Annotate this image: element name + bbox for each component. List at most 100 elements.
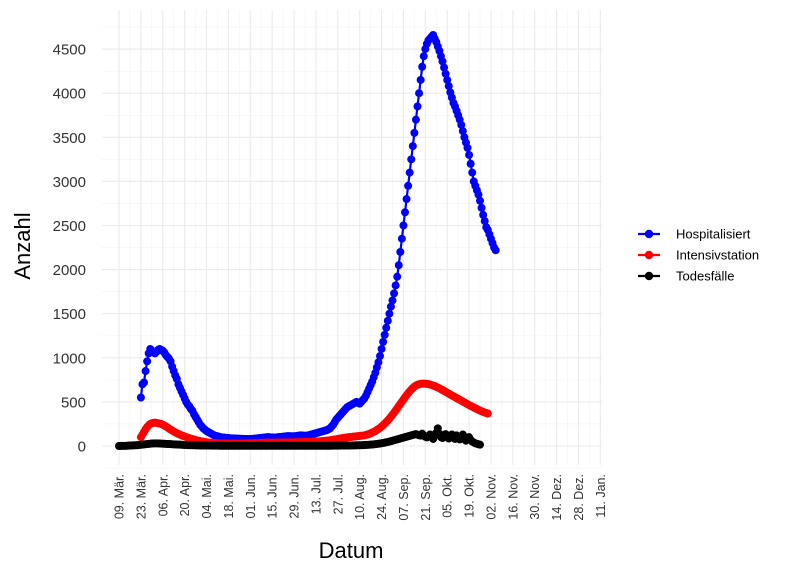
data-point <box>480 217 489 226</box>
x-tick-label: 10. Aug. <box>353 474 367 520</box>
data-point <box>440 63 449 72</box>
data-point <box>402 195 411 204</box>
legend-item: Hospitalisiert <box>638 227 751 242</box>
data-point <box>408 142 417 151</box>
legend: Hospitalisiert Intensivstation Todesfälle <box>638 227 759 284</box>
y-tick-label: 3500 <box>53 130 86 147</box>
x-tick-label: 27. Jul. <box>331 474 345 514</box>
x-tick-label: 30. Nov. <box>528 474 542 520</box>
y-axis-ticks: 0 500 1000 1500 2000 2500 3000 3500 4000 4500 <box>53 42 86 456</box>
x-tick-label: 20. Apr. <box>178 474 192 516</box>
data-point <box>404 181 413 190</box>
grid-major <box>102 10 602 465</box>
data-point <box>476 196 485 205</box>
y-tick-label: 4500 <box>53 42 86 59</box>
legend-key-point <box>644 250 654 260</box>
data-point <box>390 289 399 298</box>
data-point <box>405 168 414 177</box>
data-point <box>377 344 386 353</box>
data-point <box>401 208 409 217</box>
data-point <box>474 190 483 199</box>
data-point <box>379 337 388 346</box>
data-point <box>394 261 403 270</box>
x-tick-label: 05. Okt. <box>441 474 455 518</box>
data-point <box>415 89 424 98</box>
y-tick-label: 0 <box>78 439 86 456</box>
data-point <box>468 168 477 177</box>
data-point <box>476 440 485 449</box>
legend-key-point <box>644 271 654 281</box>
x-tick-label: 04. Mai. <box>200 474 214 518</box>
data-point <box>382 323 391 332</box>
x-tick-label: 18. Mai. <box>222 474 236 518</box>
data-point <box>444 82 453 91</box>
y-tick-label: 2000 <box>53 262 86 279</box>
y-tick-label: 2500 <box>53 218 86 235</box>
legend-key-point <box>644 229 654 239</box>
x-tick-label: 28. Dez. <box>572 474 586 521</box>
data-point <box>383 316 392 325</box>
data-point <box>418 62 427 71</box>
y-tick-label: 3000 <box>53 174 86 191</box>
legend-item: Intensivstation <box>638 248 759 263</box>
data-point <box>458 127 467 136</box>
y-tick-label: 500 <box>61 394 86 411</box>
x-tick-label: 15. Jun. <box>266 474 280 518</box>
legend-label: Intensivstation <box>676 248 759 263</box>
x-axis-ticks: 09. Mär. 23. Mär. 06. Apr. 20. Apr. 04. Mai.… <box>113 474 608 521</box>
x-tick-label: 19. Okt. <box>463 474 477 518</box>
data-point <box>463 143 472 152</box>
x-tick-label: 21. Sep. <box>419 474 433 521</box>
data-point <box>407 155 416 164</box>
x-axis-title: Datum <box>319 538 384 563</box>
data-point <box>399 221 408 230</box>
series-todesf-lle <box>115 424 485 450</box>
y-tick-label: 1500 <box>53 306 86 323</box>
y-axis-title: Anzahl <box>10 212 35 279</box>
data-point <box>136 393 145 402</box>
data-point <box>443 75 452 84</box>
x-tick-label: 13. Jul. <box>309 474 323 514</box>
data-point <box>391 281 400 290</box>
y-tick-label: 4000 <box>53 86 86 103</box>
data-point <box>385 309 394 318</box>
data-point <box>376 352 384 361</box>
data-point <box>140 378 149 387</box>
x-tick-label: 29. Jun. <box>288 474 302 518</box>
data-point <box>143 357 152 366</box>
x-tick-label: 06. Apr. <box>156 474 170 516</box>
x-tick-label: 16. Nov. <box>506 474 520 520</box>
data-point <box>491 246 500 255</box>
data-point <box>419 52 428 61</box>
x-tick-label: 11. Jan. <box>594 474 608 518</box>
data-point <box>466 159 475 168</box>
data-point <box>483 409 492 418</box>
series-layer <box>115 30 500 450</box>
data-point <box>411 115 420 124</box>
data-point <box>393 272 402 281</box>
x-tick-label: 07. Sep. <box>397 474 411 521</box>
data-point <box>397 234 406 243</box>
x-tick-label: 09. Mär. <box>113 474 127 519</box>
data-point <box>441 69 450 78</box>
data-point <box>380 330 389 339</box>
data-point <box>465 150 474 159</box>
data-point <box>479 210 488 219</box>
x-tick-label: 02. Nov. <box>484 474 498 520</box>
x-tick-label: 14. Dez. <box>550 474 564 521</box>
data-point <box>141 367 150 376</box>
data-point <box>477 203 486 212</box>
data-point <box>374 358 383 367</box>
legend-item: Todesfälle <box>638 269 735 284</box>
data-point <box>386 302 395 311</box>
data-point <box>410 128 419 137</box>
x-tick-label: 24. Aug. <box>375 474 389 520</box>
data-point <box>396 247 405 256</box>
legend-label: Hospitalisiert <box>676 227 751 242</box>
data-point <box>416 75 425 84</box>
y-tick-label: 1000 <box>53 350 86 367</box>
data-point <box>413 102 422 111</box>
data-point <box>388 296 397 305</box>
x-tick-label: 23. Mär. <box>134 474 148 519</box>
